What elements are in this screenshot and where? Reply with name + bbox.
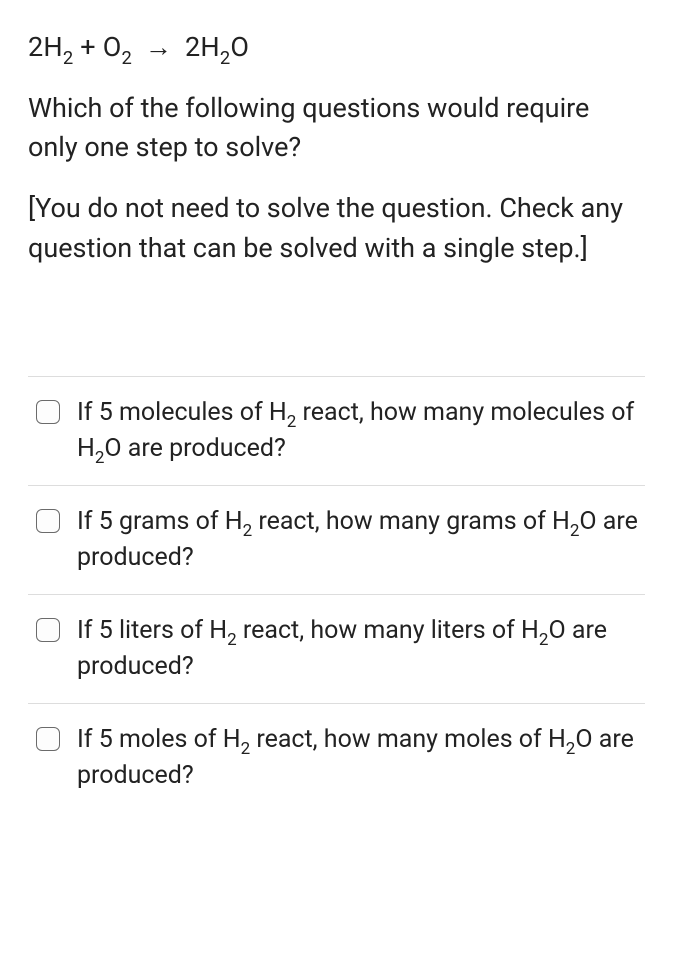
opt1-sub1: 2 xyxy=(287,412,297,432)
opt2-pre: If 5 grams of H xyxy=(77,507,243,536)
eq-plus: + xyxy=(80,31,96,63)
option-checkbox-1[interactable] xyxy=(36,400,60,424)
option-row[interactable]: If 5 grams of H2 react, how many grams o… xyxy=(28,486,645,595)
question-hint: [You do not need to solve the question. … xyxy=(28,189,645,267)
opt1-post: O are produced? xyxy=(104,434,285,463)
chemical-equation: 2H2 + O2 → 2H2O xyxy=(28,30,645,65)
opt2-mid: react, how many grams of H xyxy=(252,507,570,536)
spacer xyxy=(28,290,645,376)
opt3-pre: If 5 liters of H xyxy=(77,616,227,645)
opt1-pre: If 5 molecules of H xyxy=(77,398,287,427)
option-text-2: If 5 grams of H2 react, how many grams o… xyxy=(77,504,641,576)
eq-species-1-base: H xyxy=(43,31,62,63)
opt4-mid: react, how many moles of H xyxy=(250,725,566,754)
eq-species-3-sub1: 2 xyxy=(220,48,231,69)
eq-species-2-sub: 2 xyxy=(122,48,133,69)
eq-coef-2: 2 xyxy=(185,31,200,63)
option-checkbox-4[interactable] xyxy=(36,727,60,751)
opt4-sub2: 2 xyxy=(566,739,576,759)
option-checkbox-2[interactable] xyxy=(36,509,60,533)
option-row[interactable]: If 5 liters of H2 react, how many liters… xyxy=(28,595,645,704)
option-checkbox-3[interactable] xyxy=(36,618,60,642)
options-list: If 5 molecules of H2 react, how many mol… xyxy=(28,376,645,804)
opt4-sub1: 2 xyxy=(241,739,251,759)
opt2-sub1: 2 xyxy=(243,521,253,541)
eq-species-3-base1: H xyxy=(200,31,219,63)
opt4-pre: If 5 moles of H xyxy=(77,725,241,754)
question-prompt: Which of the following questions would r… xyxy=(28,89,645,167)
eq-species-1-sub: 2 xyxy=(63,48,74,69)
option-text-1: If 5 molecules of H2 react, how many mol… xyxy=(77,395,641,467)
opt3-sub2: 2 xyxy=(539,630,549,650)
eq-species-3-base2: O xyxy=(230,31,249,63)
opt2-sub2: 2 xyxy=(570,521,580,541)
eq-species-2-base: O xyxy=(103,31,122,63)
question-container: 2H2 + O2 → 2H2O Which of the following q… xyxy=(0,0,673,828)
opt1-sub2: 2 xyxy=(95,448,105,468)
opt3-sub1: 2 xyxy=(227,630,237,650)
option-row[interactable]: If 5 molecules of H2 react, how many mol… xyxy=(28,377,645,486)
eq-coef-1: 2 xyxy=(28,31,43,63)
eq-arrow-icon: → xyxy=(145,31,172,63)
option-row[interactable]: If 5 moles of H2 react, how many moles o… xyxy=(28,704,645,804)
option-text-3: If 5 liters of H2 react, how many liters… xyxy=(77,613,641,685)
option-text-4: If 5 moles of H2 react, how many moles o… xyxy=(77,722,641,794)
opt3-mid: react, how many liters of H xyxy=(237,616,539,645)
